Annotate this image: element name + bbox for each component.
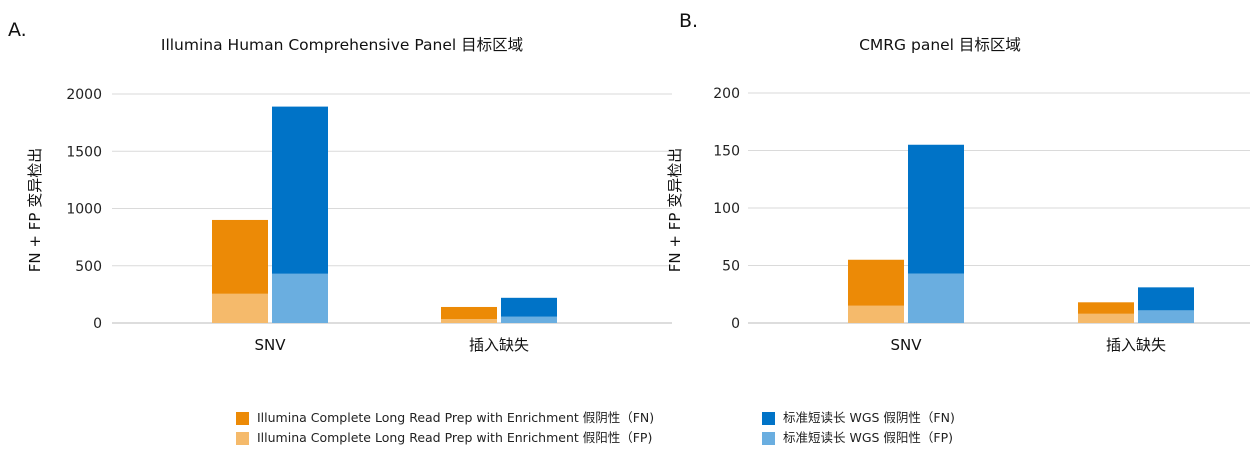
chart-a-ytick-label: 1500 bbox=[66, 144, 102, 160]
legend-swatch-cl-fn bbox=[236, 411, 249, 425]
chart-a-ytick-label: 0 bbox=[93, 316, 102, 332]
chart-a-ytick-label: 2000 bbox=[66, 87, 102, 103]
chart-a-bar-cl-fn-0 bbox=[212, 219, 268, 294]
legend-left: Illumina Complete Long Read Prep with En… bbox=[236, 408, 654, 448]
legend-item-cl-fn[interactable]: Illumina Complete Long Read Prep with En… bbox=[236, 408, 654, 428]
chart-a-xtick-label: 插入缺失 bbox=[469, 336, 529, 354]
chart-b-ytick-label: 100 bbox=[713, 201, 740, 217]
legend-item-cl-fp[interactable]: Illumina Complete Long Read Prep with En… bbox=[236, 428, 654, 448]
chart-b-panel-label: B. bbox=[679, 10, 698, 32]
legend-swatch-wgs-fp bbox=[762, 431, 775, 445]
chart-a-bar-wgs-fn-0 bbox=[272, 106, 328, 274]
chart-b-ylabel: FN + FP 变异检出 bbox=[666, 148, 684, 272]
chart-b-ytick-label: 200 bbox=[713, 86, 740, 102]
chart-a-bar-cl-fn-1 bbox=[441, 306, 497, 319]
legend-label-wgs-fn: 标准短读长 WGS 假阴性（FN) bbox=[783, 410, 955, 425]
chart-a-title: Illumina Human Comprehensive Panel 目标区域 bbox=[161, 36, 523, 54]
chart-b-bar-cl-fp-1 bbox=[1078, 313, 1134, 323]
chart-a-panel-label: A. bbox=[8, 19, 27, 41]
chart-a-ylabel: FN + FP 变异检出 bbox=[26, 148, 44, 272]
chart-b-bar-wgs-fp-1 bbox=[1138, 310, 1194, 323]
chart-a-bar-wgs-fp-1 bbox=[501, 316, 557, 323]
chart-b-ytick-label: 0 bbox=[731, 316, 740, 332]
chart-b-ytick-label: 150 bbox=[713, 144, 740, 160]
chart-b-bar-wgs-fn-0 bbox=[908, 144, 964, 274]
chart-b-title: CMRG panel 目标区域 bbox=[859, 36, 1021, 54]
legend-item-wgs-fp[interactable]: 标准短读长 WGS 假阳性（FP) bbox=[762, 428, 955, 448]
chart-b-bar-cl-fn-1 bbox=[1078, 302, 1134, 314]
chart-b-bar-cl-fp-0 bbox=[848, 305, 904, 323]
legend-swatch-cl-fp bbox=[236, 431, 249, 445]
chart-a-ytick-label: 500 bbox=[75, 259, 102, 275]
legend-right: 标准短读长 WGS 假阴性（FN) 标准短读长 WGS 假阳性（FP) bbox=[762, 408, 955, 448]
chart-b-bar-cl-fn-0 bbox=[848, 259, 904, 306]
chart-a-bar-cl-fp-0 bbox=[212, 293, 268, 323]
legend-label-wgs-fp: 标准短读长 WGS 假阳性（FP) bbox=[783, 430, 954, 445]
chart-b-xtick-label: 插入缺失 bbox=[1106, 336, 1166, 354]
legend-label-cl-fp: Illumina Complete Long Read Prep with En… bbox=[257, 430, 653, 445]
chart-b-xtick-label: SNV bbox=[890, 336, 922, 354]
chart-a-ytick-label: 1000 bbox=[66, 202, 102, 218]
chart-a-xtick-label: SNV bbox=[254, 336, 286, 354]
chart-b-bar-wgs-fn-1 bbox=[1138, 287, 1194, 311]
legend-item-wgs-fn[interactable]: 标准短读长 WGS 假阴性（FN) bbox=[762, 408, 955, 428]
legend-swatch-wgs-fn bbox=[762, 411, 775, 425]
chart-a-bar-cl-fp-1 bbox=[441, 318, 497, 323]
chart-b-ytick-label: 50 bbox=[722, 259, 740, 275]
chart-b-bar-wgs-fp-0 bbox=[908, 273, 964, 323]
chart-a-bar-wgs-fp-0 bbox=[272, 273, 328, 323]
chart-a-bar-wgs-fn-1 bbox=[501, 297, 557, 317]
legend-label-cl-fn: Illumina Complete Long Read Prep with En… bbox=[257, 410, 655, 425]
